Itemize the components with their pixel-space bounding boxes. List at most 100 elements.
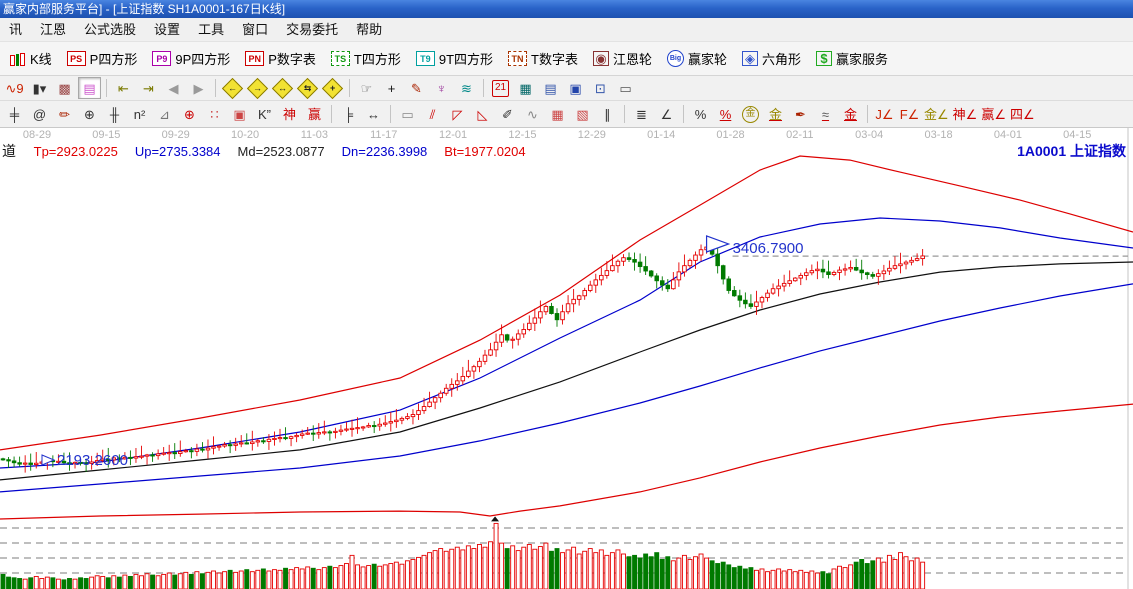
volume-bar [33, 575, 39, 589]
printer-icon[interactable]: ▭ [619, 80, 632, 96]
calendar-icon[interactable]: 21 [489, 77, 512, 99]
winner-service-button[interactable]: $ 赢家服务 [810, 47, 897, 70]
kline-chart[interactable]: 3406.7900 2193.2600 [0, 128, 1133, 589]
channel-line-Dn [0, 283, 1133, 493]
menu-item-5[interactable]: 窗口 [242, 22, 269, 37]
t-square-button[interactable]: TS T四方形 [325, 47, 410, 70]
volume-bar [515, 550, 521, 589]
n-square-icon[interactable]: n² [133, 106, 146, 122]
candle-style-icon[interactable]: ▮▾ [32, 80, 47, 96]
volume-bar [238, 570, 244, 589]
zoom-all-diamond-icon[interactable]: + [321, 77, 344, 99]
gold-line-icon[interactable]: 金 [768, 106, 782, 122]
pattern-book-icon[interactable]: ▩ [58, 80, 71, 96]
candle-body [128, 456, 133, 459]
gann-wheel-button[interactable]: ◉ 江恩轮 [587, 47, 661, 70]
p-number-table-button[interactable]: PN P数字表 [239, 47, 325, 70]
main-toolbar: K线 PS P四方形 P9 9P四方形 PN P数字表 TS T四方形 T9 9T四方形 TN T数字表… [0, 42, 1133, 76]
t-number-table-button[interactable]: TN T数字表 [502, 47, 587, 70]
menu-item-2[interactable]: 公式选股 [84, 22, 137, 37]
volume-bar [55, 578, 61, 589]
k-double-prime-icon[interactable]: K” [258, 106, 271, 122]
tick-marks-icon[interactable]: ╫ [109, 106, 120, 122]
low-price-label: 2193.2600 [57, 452, 128, 469]
candle-body [261, 440, 266, 443]
volume-bar [554, 548, 560, 589]
nine-t-square-button[interactable]: T9 9T四方形 [410, 47, 502, 70]
percent-icon[interactable]: % [694, 106, 707, 122]
volume-bar [870, 560, 876, 589]
save-icon[interactable]: ▣ [569, 80, 582, 96]
dot-grid-icon[interactable]: ∷ [210, 106, 219, 122]
menu-item-1[interactable]: 江恩 [40, 22, 67, 37]
gann-shape-icon[interactable]: ♆ [436, 80, 447, 96]
gold-angle-icon[interactable]: 金∠ [924, 106, 949, 122]
gann-target-icon[interactable]: ⊕ [184, 106, 195, 122]
span-arrow-icon[interactable]: ↔ [367, 106, 380, 122]
grid-arrow-icon[interactable]: ▧ [576, 106, 589, 122]
notes-icon[interactable]: ▤ [544, 80, 557, 96]
menu-item-3[interactable]: 设置 [154, 22, 181, 37]
menu-item-7[interactable]: 帮助 [356, 22, 383, 37]
fan-lines-icon[interactable]: ⫽ [429, 106, 436, 122]
menu-item-6[interactable]: 交易委托 [286, 22, 339, 37]
volume-bar [211, 570, 216, 589]
nine-p-square-button[interactable]: P9 9P四方形 [146, 47, 239, 70]
parallel-lines-icon[interactable]: ∥ [604, 106, 611, 122]
volume-bar [892, 558, 898, 589]
gold-circle-icon[interactable]: 金 [739, 103, 762, 125]
spiral-icon[interactable]: @ [32, 106, 47, 122]
menu-item-0[interactable]: 讯 [9, 22, 23, 37]
menu-item-4[interactable]: 工具 [198, 22, 225, 37]
mirror-angle-icon[interactable]: ⊿ [159, 106, 170, 122]
candle-body [233, 443, 238, 446]
j-angle-icon[interactable]: J∠ [875, 106, 894, 122]
gold-red-icon[interactable]: 金 [843, 106, 857, 122]
crosshair-icon[interactable]: + [387, 80, 396, 96]
shen-grid-icon[interactable]: 神 [282, 106, 296, 122]
jump-end-icon[interactable]: ⇥ [143, 80, 154, 96]
percent-line-icon[interactable]: % [719, 106, 732, 122]
shen-angle-icon[interactable]: 神∠ [952, 106, 978, 122]
calculator-icon[interactable]: ▦ [519, 80, 532, 96]
wave-brain-icon[interactable]: ≋ [461, 80, 472, 96]
zigzag-icon[interactable]: ∿ [527, 106, 538, 122]
red-grid-icon[interactable]: ▦ [551, 106, 564, 122]
angle-pen-icon[interactable]: ✎ [411, 80, 422, 96]
kline-button[interactable]: K线 [4, 47, 61, 70]
brush-icon[interactable]: ✏ [59, 106, 70, 122]
hand-pan-icon[interactable]: ☞ [360, 80, 373, 96]
ying-grid-icon[interactable]: 赢 [307, 106, 321, 122]
grid-box-icon[interactable]: ▣ [233, 106, 246, 122]
hexagon-button[interactable]: ◈ 六角形 [736, 47, 810, 70]
zoom-h-diamond-icon[interactable]: ↔ [271, 77, 294, 99]
kline-step-icon[interactable]: ∿9 [5, 80, 24, 96]
pan-left-diamond-icon[interactable]: ← [221, 77, 244, 99]
pan-right-diamond-icon[interactable]: → [246, 77, 269, 99]
rect-handles-icon[interactable]: ▭ [401, 106, 414, 122]
pc-search-icon[interactable]: ⊡ [595, 80, 606, 96]
gann-circle-icon[interactable]: ⊕ [84, 106, 95, 122]
si-angle-icon[interactable]: 四∠ [1009, 106, 1035, 122]
ratio-angle-icon[interactable]: ∠ [660, 106, 673, 122]
jump-start-icon[interactable]: ⇤ [118, 80, 129, 96]
fan-box-icon[interactable]: ◸ [452, 106, 463, 122]
h-ruler-icon[interactable]: ╪ [9, 106, 20, 122]
measure-list-icon[interactable]: ≣ [636, 106, 647, 122]
ying-angle-icon[interactable]: 赢∠ [981, 106, 1006, 122]
brush-flame-icon[interactable]: ✒ [795, 106, 806, 122]
pen-rays-icon[interactable]: ✐ [502, 106, 513, 122]
title-bar[interactable]: 赢家内部服务平台] - [上证指数 SH1A0001-167日K线] [0, 0, 1133, 18]
v-ruler-icon[interactable]: ╞ [343, 106, 354, 122]
p-square-button[interactable]: PS P四方形 [61, 47, 147, 70]
step-back-icon[interactable]: ◀ [168, 80, 179, 96]
step-forward-icon[interactable]: ▶ [193, 80, 204, 96]
candle-body [682, 265, 687, 273]
volume-bar [637, 557, 643, 589]
winner-wheel-button[interactable]: Big 赢家轮 [661, 47, 736, 70]
color-bars-icon[interactable]: ▤ [78, 77, 101, 99]
wave-line-icon[interactable]: ≈ [821, 106, 830, 122]
diag-box-icon[interactable]: ◺ [477, 106, 488, 122]
zoom-compress-diamond-icon[interactable]: ⇆ [296, 77, 319, 99]
f-angle-icon[interactable]: F∠ [899, 106, 920, 122]
